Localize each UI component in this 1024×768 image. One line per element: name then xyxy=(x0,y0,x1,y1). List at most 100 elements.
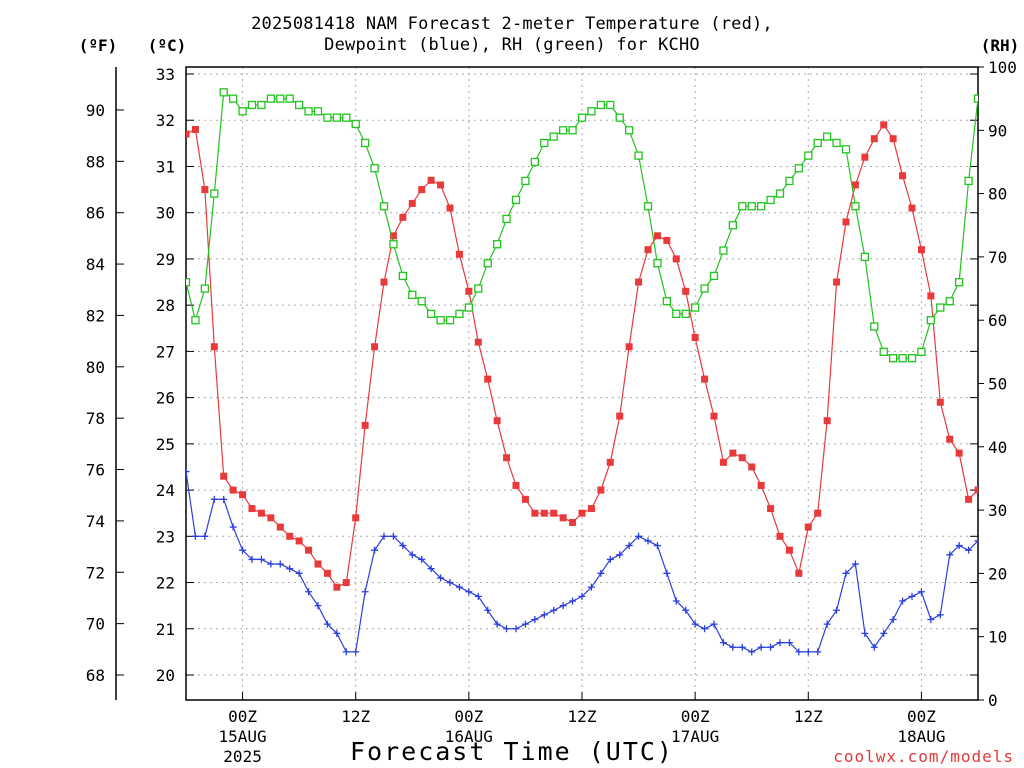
temperature-point xyxy=(267,514,275,522)
temperature-point xyxy=(446,204,454,212)
dewpoint-point xyxy=(323,620,331,628)
rh-point xyxy=(785,176,794,186)
dewpoint-point xyxy=(399,542,407,550)
dewpoint-point xyxy=(201,532,209,540)
dewpoint-point xyxy=(946,551,954,559)
rh-point xyxy=(342,113,351,122)
rh-point xyxy=(747,202,756,211)
rh-point xyxy=(822,132,832,141)
rh-point xyxy=(993,108,1000,115)
rh-point xyxy=(360,138,370,148)
dewpoint-point xyxy=(635,532,643,540)
rh-unit-label: (RH) xyxy=(981,36,1020,55)
rh-point xyxy=(898,354,907,363)
temperature-point xyxy=(965,495,973,503)
dewpoint-point xyxy=(342,648,350,656)
dewpoint-line xyxy=(186,471,978,653)
temperature-point xyxy=(625,343,633,351)
x-tick-label: 12Z xyxy=(341,707,370,726)
temperature-point xyxy=(201,186,209,194)
rh-point xyxy=(379,202,389,211)
rh-tick-label: 90 xyxy=(988,121,1007,140)
temperature-point xyxy=(653,232,661,240)
rh-point xyxy=(483,259,492,268)
chart-title-line2: Dewpoint (blue), RH (green) for KCHO xyxy=(324,35,700,55)
temperature-point xyxy=(239,491,247,499)
dewpoint-point xyxy=(191,532,199,540)
temperature-point xyxy=(550,509,558,517)
dewpoint-point xyxy=(842,569,850,577)
fahrenheit-tick-label: 72 xyxy=(86,563,105,582)
rh-point xyxy=(984,89,991,96)
dewpoint-point xyxy=(785,639,793,647)
rh-point xyxy=(502,214,511,224)
temperature-point xyxy=(540,509,548,517)
rh-point xyxy=(186,278,191,287)
dewpoint-point xyxy=(465,588,473,596)
dewpoint-point xyxy=(804,648,812,656)
rh-point xyxy=(247,100,257,110)
rh-point xyxy=(813,138,822,148)
axis-ticks: 20 21 22 23 24 25 26 27 28 29 30 31 32 33 68 70 72 74 76 78… xyxy=(86,58,1017,766)
dewpoint-point xyxy=(427,565,435,573)
dewpoint-point xyxy=(823,620,831,628)
rh-point xyxy=(907,354,917,363)
temperature-point xyxy=(389,232,397,240)
dewpoint-point xyxy=(870,643,878,651)
temperature-point xyxy=(257,509,265,517)
dewpoint-point xyxy=(597,569,605,577)
dewpoint-point xyxy=(861,629,869,637)
temperature-point xyxy=(842,218,850,226)
temperature-point xyxy=(785,546,793,554)
rh-point xyxy=(521,176,530,186)
temperature-point xyxy=(851,181,859,189)
temperature-point xyxy=(493,417,501,425)
rh-series xyxy=(186,88,1000,363)
fahrenheit-tick-label: 74 xyxy=(86,512,105,531)
dewpoint-point xyxy=(587,583,595,591)
temperature-point xyxy=(578,509,586,517)
dewpoint-point xyxy=(738,643,746,651)
celsius-tick-label: 32 xyxy=(156,111,175,130)
temperature-point xyxy=(889,135,897,143)
rh-point xyxy=(596,100,606,110)
dewpoint-point xyxy=(512,625,520,633)
dewpoint-point xyxy=(814,648,822,656)
temperature-point xyxy=(295,537,303,545)
temperature-point xyxy=(682,287,690,295)
dewpoint-point xyxy=(663,569,671,577)
rh-point xyxy=(662,297,672,306)
dewpoint-point xyxy=(455,583,463,591)
rh-point xyxy=(370,164,379,173)
fahrenheit-tick-label: 82 xyxy=(86,306,105,325)
rh-point xyxy=(558,126,568,135)
celsius-unit-label: (ºC) xyxy=(148,36,187,55)
dewpoint-point xyxy=(578,592,586,600)
dewpoint-point xyxy=(484,606,492,614)
rh-point xyxy=(568,126,577,135)
temperature-point xyxy=(276,523,284,531)
temperature-point xyxy=(917,246,925,254)
dewpoint-point xyxy=(521,620,529,628)
temperature-point xyxy=(795,569,803,577)
fahrenheit-tick-label: 70 xyxy=(86,615,105,634)
rh-tick-label: 20 xyxy=(988,564,1007,583)
fahrenheit-tick-label: 86 xyxy=(86,204,105,223)
temperature-point xyxy=(927,292,935,300)
rh-point xyxy=(323,113,332,122)
temperature-point xyxy=(738,454,746,462)
rh-point xyxy=(313,107,323,116)
rh-point xyxy=(643,202,653,211)
rh-point xyxy=(285,94,294,103)
rh-point xyxy=(738,202,747,211)
rh-point xyxy=(634,151,643,160)
dewpoint-point xyxy=(767,643,775,651)
rh-point xyxy=(851,202,860,211)
celsius-tick-label: 30 xyxy=(156,204,175,223)
rh-tick-label: 30 xyxy=(988,501,1007,520)
dewpoint-point xyxy=(748,648,756,656)
dewpoint-point xyxy=(729,643,737,651)
x-tick-label: 00Z xyxy=(228,707,257,726)
rh-point xyxy=(474,284,483,293)
